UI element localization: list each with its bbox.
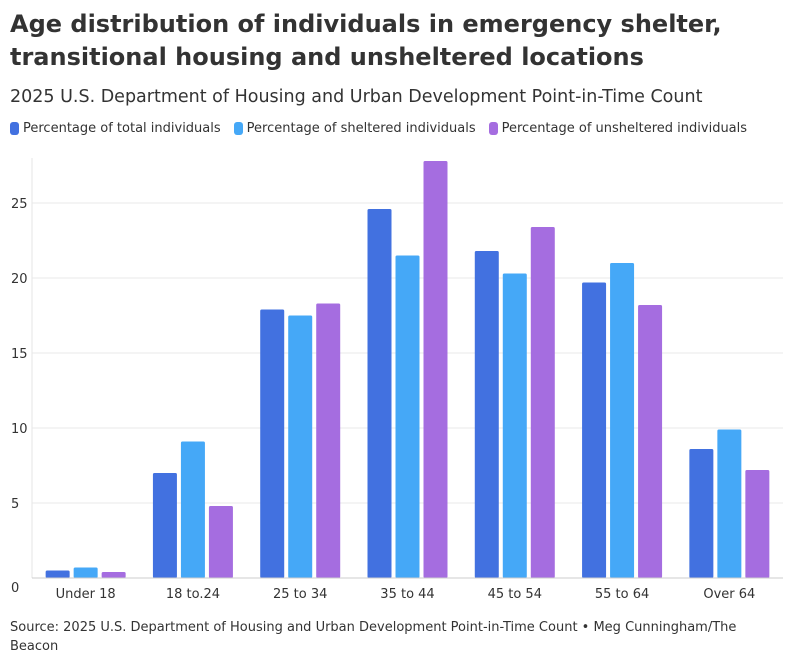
bar xyxy=(180,441,205,578)
legend-swatch-unsheltered xyxy=(488,122,498,135)
bar xyxy=(689,449,714,578)
chart-title: Age distribution of individuals in emerg… xyxy=(10,10,722,71)
y-tick-label: 5 xyxy=(11,497,19,512)
y-tick-label: 25 xyxy=(11,197,28,212)
bar xyxy=(423,161,448,578)
x-tick-label: Over 64 xyxy=(703,587,755,602)
legend-item-unsheltered[interactable]: Percentage of unsheltered individuals xyxy=(488,121,748,136)
x-tick-label: 35 to 44 xyxy=(380,587,434,602)
bar xyxy=(367,209,392,578)
bar xyxy=(152,473,177,578)
legend-label-total: Percentage of total individuals xyxy=(23,121,221,136)
bar xyxy=(717,429,742,578)
bar-chart: 0 5 10 15 20 25 Under 18 18 to.24 25 to 34 35 to … xyxy=(11,158,783,602)
bar xyxy=(45,570,70,578)
legend-label-sheltered: Percentage of sheltered individuals xyxy=(246,121,476,136)
y-tick-label: 10 xyxy=(11,422,28,437)
legend-swatch-sheltered xyxy=(233,122,243,135)
bar xyxy=(395,255,420,578)
bar xyxy=(502,273,527,578)
x-tick-label: 45 to 54 xyxy=(488,587,542,602)
source-note: Source: 2025 U.S. Department of Housing … xyxy=(10,620,737,654)
bar xyxy=(610,263,635,578)
bar xyxy=(745,470,770,578)
y-tick-label: 0 xyxy=(11,581,19,596)
bar xyxy=(208,506,233,578)
x-tick-label: 55 to 64 xyxy=(595,587,649,602)
bar xyxy=(316,303,341,578)
bar xyxy=(638,305,663,578)
legend-label-unsheltered: Percentage of unsheltered individuals xyxy=(501,121,748,136)
x-tick-label: 18 to.24 xyxy=(166,587,220,602)
bar xyxy=(260,309,285,578)
bar xyxy=(73,567,98,578)
y-tick-label: 20 xyxy=(11,272,28,287)
chart-subtitle: 2025 U.S. Department of Housing and Urba… xyxy=(10,87,703,107)
legend-swatch-total xyxy=(10,122,19,135)
bar xyxy=(288,315,313,578)
bar xyxy=(530,227,555,578)
bar xyxy=(101,572,126,578)
legend-item-total[interactable]: Percentage of total individuals xyxy=(10,121,221,136)
bar xyxy=(474,251,499,578)
x-tick-label: 25 to 34 xyxy=(273,587,327,602)
legend-item-sheltered[interactable]: Percentage of sheltered individuals xyxy=(233,121,476,136)
y-tick-label: 15 xyxy=(11,347,28,362)
bar xyxy=(582,282,607,578)
x-tick-label: Under 18 xyxy=(56,587,116,602)
chart-legend: Percentage of total individuals Percenta… xyxy=(10,121,760,136)
